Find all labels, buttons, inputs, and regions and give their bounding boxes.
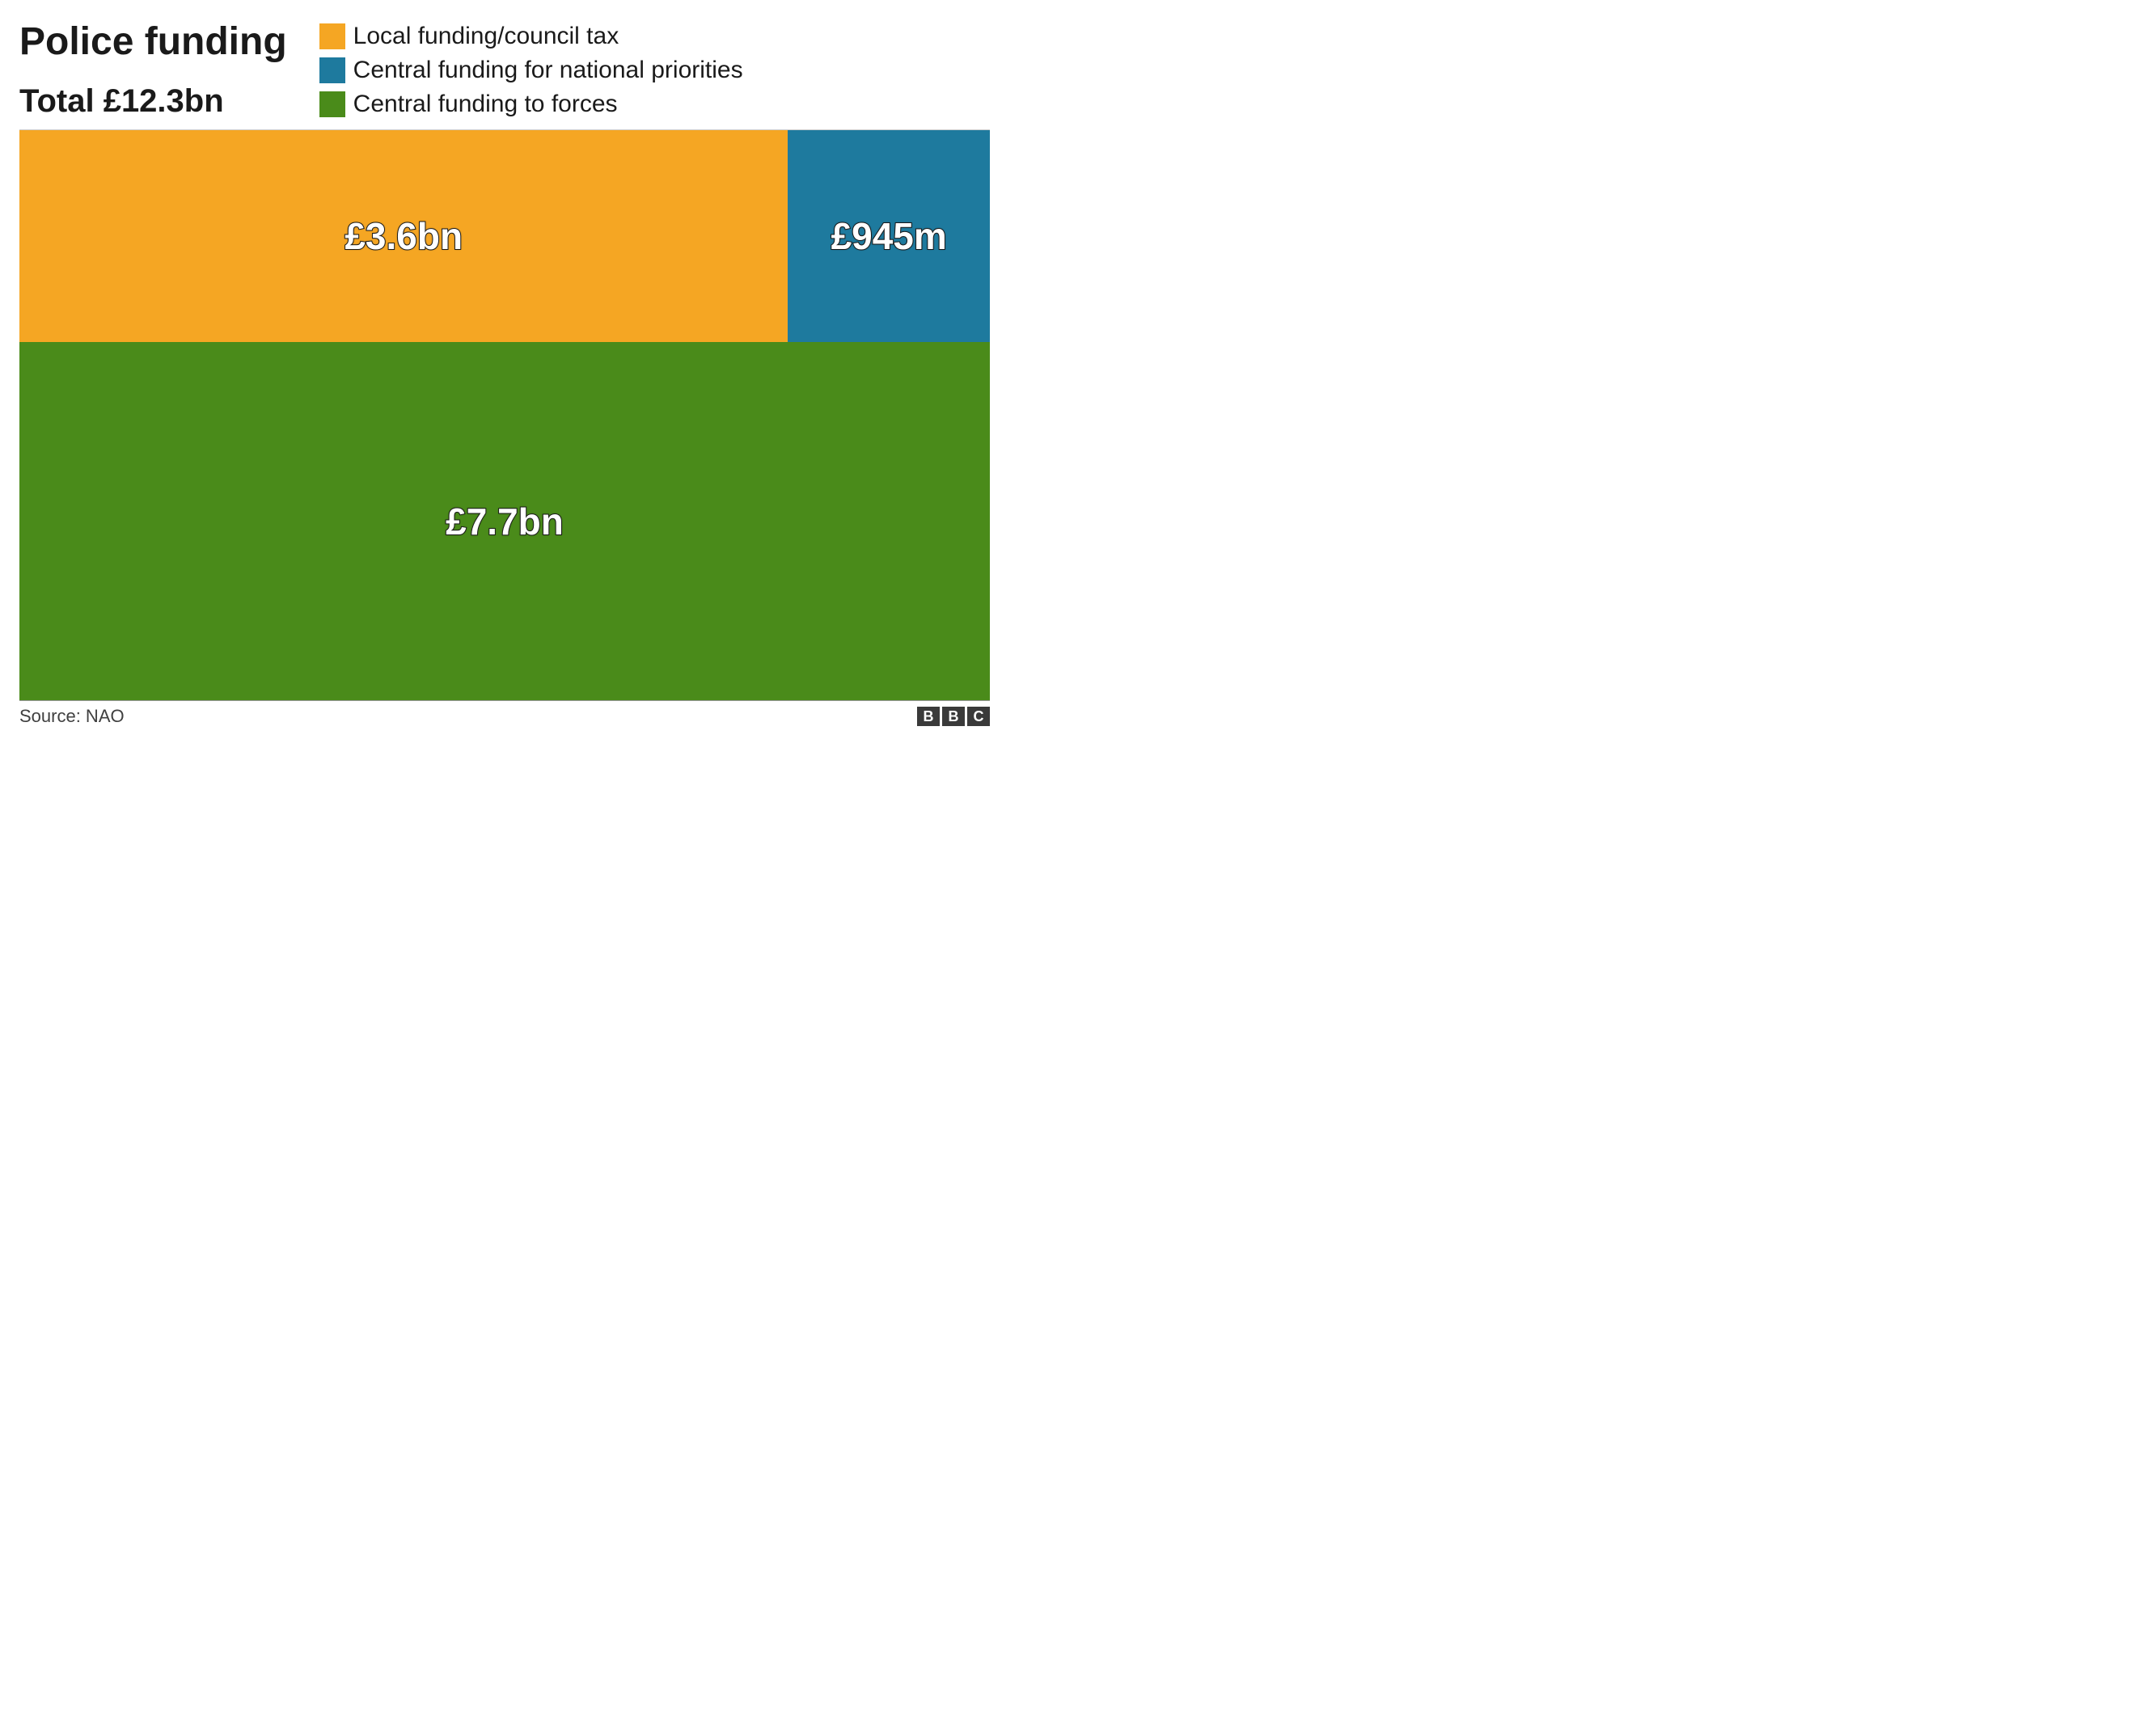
treemap-top-row: £3.6bn £945m <box>19 130 990 342</box>
legend-item-forces: Central funding to forces <box>319 91 990 118</box>
bbc-box-3: C <box>967 707 990 726</box>
chart-header: Police funding Total £12.3bn Local fundi… <box>19 19 990 120</box>
cell-label-local: £3.6bn <box>345 214 463 258</box>
treemap-cell-forces: £7.7bn <box>19 342 990 700</box>
title-block: Police funding Total £12.3bn <box>19 19 287 120</box>
chart-footer: Source: NAO B B C <box>19 700 990 727</box>
treemap-cell-local: £3.6bn <box>19 130 788 342</box>
chart-subtitle: Total £12.3bn <box>19 83 287 120</box>
legend-label-national: Central funding for national priorities <box>353 57 743 84</box>
source-text: Source: NAO <box>19 706 125 727</box>
treemap-chart: £3.6bn £945m £7.7bn <box>19 129 990 700</box>
legend-label-local: Local funding/council tax <box>353 23 619 50</box>
bbc-box-2: B <box>942 707 965 726</box>
cell-label-national: £945m <box>831 214 947 258</box>
bbc-box-1: B <box>917 707 940 726</box>
chart-legend: Local funding/council tax Central fundin… <box>319 19 990 118</box>
legend-swatch-forces <box>319 91 345 117</box>
legend-label-forces: Central funding to forces <box>353 91 618 118</box>
cell-label-forces: £7.7bn <box>446 500 564 543</box>
legend-item-national: Central funding for national priorities <box>319 57 990 84</box>
treemap-cell-national: £945m <box>788 130 990 342</box>
legend-swatch-local <box>319 23 345 49</box>
chart-title: Police funding <box>19 19 287 64</box>
bbc-logo: B B C <box>917 707 990 726</box>
legend-item-local: Local funding/council tax <box>319 23 990 50</box>
legend-swatch-national <box>319 57 345 83</box>
